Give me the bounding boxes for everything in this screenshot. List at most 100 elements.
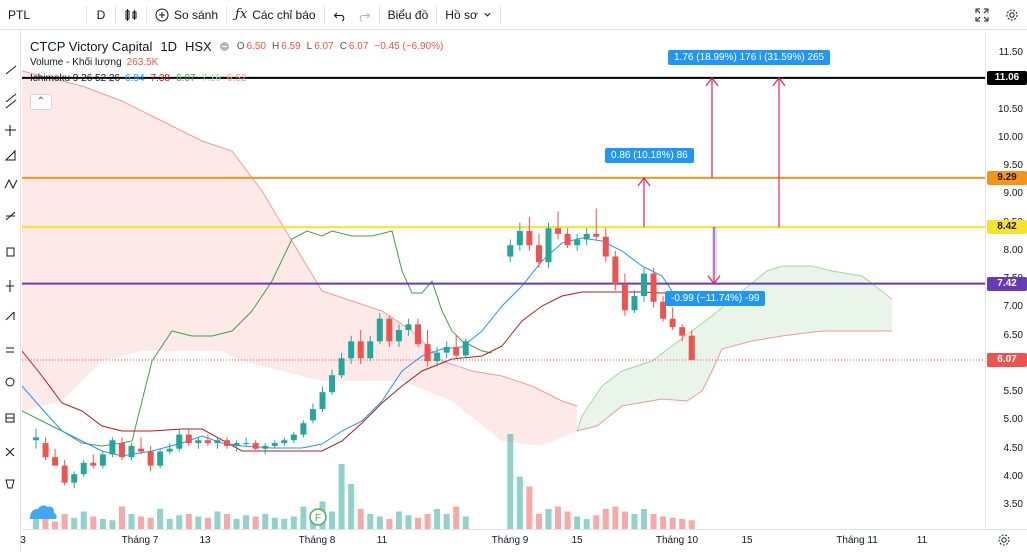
volume-bar (157, 509, 164, 529)
high-value: 6.59 (281, 40, 301, 52)
undo-button[interactable] (325, 0, 355, 30)
divider (436, 5, 438, 24)
plus-circle-icon (155, 8, 169, 21)
volume-bar (52, 521, 59, 529)
candle-body (329, 375, 336, 393)
volume-bar (262, 514, 269, 529)
measurement-text: -0.99 (−11.74%) -99 (671, 293, 760, 304)
profile-label: Hồ sơ (445, 7, 478, 22)
measure-tool-icon (5, 311, 15, 321)
low-value: 6.07 (314, 40, 334, 52)
fullscreen-button[interactable] (967, 0, 997, 30)
price-tick-label: 10.00 (997, 131, 1023, 143)
volume-value: 263.5K (126, 56, 159, 68)
volume-bar (204, 517, 211, 529)
candle-body (99, 454, 106, 466)
l-label: L (306, 40, 313, 52)
price-chart[interactable]: F (22, 31, 985, 529)
time-tick-label: 11 (916, 535, 928, 546)
candle-body (118, 443, 125, 458)
time-tick-label: 13 (199, 535, 211, 546)
zoom-tool-icon (6, 347, 14, 353)
volume-bar (185, 514, 192, 529)
candle-body (434, 352, 441, 362)
compare-button[interactable]: So sánh (147, 0, 226, 30)
chart-style-button[interactable] (116, 0, 146, 30)
price-tick-label: 4.00 (1003, 470, 1023, 482)
volume-bar (42, 515, 49, 529)
volume-bar (424, 514, 431, 529)
legend-collapse-button[interactable]: ⌃ (30, 94, 52, 110)
candle-body (424, 344, 431, 362)
candle-body (507, 245, 514, 257)
ichimoku-lead-a-line (576, 265, 893, 432)
candle-body (52, 457, 59, 466)
candle-body (157, 451, 164, 466)
volume-bar (612, 506, 619, 529)
measurement-text-2: i (31.59%) 265 (759, 52, 825, 63)
profile-button[interactable]: Hồ sơ (437, 0, 500, 30)
candle-body (555, 228, 562, 234)
volume-bar (214, 511, 221, 529)
financials-badge-label: F (315, 513, 321, 524)
divider (323, 5, 325, 24)
candle-body (42, 443, 49, 458)
settings-button[interactable] (997, 0, 1027, 30)
candle-body (621, 284, 628, 311)
volume-bar (443, 514, 450, 529)
chart-type-label: Biểu đồ (387, 7, 429, 22)
top-toolbar: PTL D So sánh ƒx Các chỉ báo Biểu đồ Hồ … (0, 0, 1027, 30)
undo-icon (333, 12, 344, 21)
fx-icon: ƒx (235, 7, 248, 22)
axis-settings-button[interactable] (997, 533, 1011, 547)
volume-bar (386, 519, 393, 529)
candle-body (166, 448, 173, 452)
interval-button[interactable]: D (87, 0, 115, 30)
h-label: H (271, 40, 280, 52)
candle-body (252, 443, 259, 449)
pattern-tool-icon (4, 149, 16, 161)
prediction-tool-icon (5, 211, 16, 221)
drawing-tools-strip (4, 65, 18, 489)
indicators-label: Các chỉ báo (252, 7, 316, 22)
price-axis[interactable]: 11.5011.0010.5010.009.509.008.508.007.50… (985, 31, 1027, 529)
candle-body (338, 358, 345, 376)
volume-bar (233, 519, 240, 529)
legend-dash-icon[interactable] (219, 41, 229, 51)
change-value: −0.45 (−6.90%) (374, 40, 444, 52)
volume-bar (462, 516, 469, 529)
time-tick-label: Tháng 10 (655, 535, 699, 546)
candle-body (109, 440, 116, 455)
measurement-label-mid[interactable]: 0.86 (10.18%) 86 (605, 148, 694, 163)
divider (146, 5, 147, 24)
time-tick-label: 15 (741, 535, 753, 546)
candle-body (176, 434, 183, 449)
redo-button[interactable] (355, 0, 379, 30)
candle-body (462, 341, 469, 356)
chart-layout-button[interactable]: Biểu đồ (380, 0, 437, 30)
candle-body (453, 346, 460, 356)
symbol-search[interactable]: PTL (0, 0, 86, 30)
time-tick-label: 11 (376, 535, 388, 546)
eye-icon (5, 447, 15, 457)
volume-bar (99, 519, 106, 529)
measurement-label-down[interactable]: -0.99 (−11.74%) -99 (665, 291, 766, 306)
candle-body (281, 440, 288, 444)
measurement-label-top[interactable]: 1.76 (18.99%) 176 i (31.59%) 265 (668, 50, 831, 65)
ichimoku-conversion-line (22, 237, 673, 457)
price-tag: 7.42 (987, 276, 1027, 291)
volume-bar (281, 519, 288, 529)
candle-body (395, 329, 402, 342)
volume-bar (545, 509, 552, 529)
price-tick-label: 3.50 (1003, 499, 1023, 511)
price-tick-label: 4.50 (1003, 442, 1023, 454)
indicators-button[interactable]: ƒx Các chỉ báo (227, 0, 324, 30)
volume-bar (660, 516, 667, 529)
volume-bar (574, 516, 581, 529)
time-axis[interactable]: 3 Tháng 7 13 Tháng 8 11 Tháng 9 15 Tháng 10 15 Th… (20, 529, 1027, 552)
candle-body (271, 443, 278, 446)
volume-bar (621, 511, 628, 529)
volume-bar (109, 520, 116, 529)
divider (226, 5, 228, 24)
volume-bar (195, 516, 202, 529)
